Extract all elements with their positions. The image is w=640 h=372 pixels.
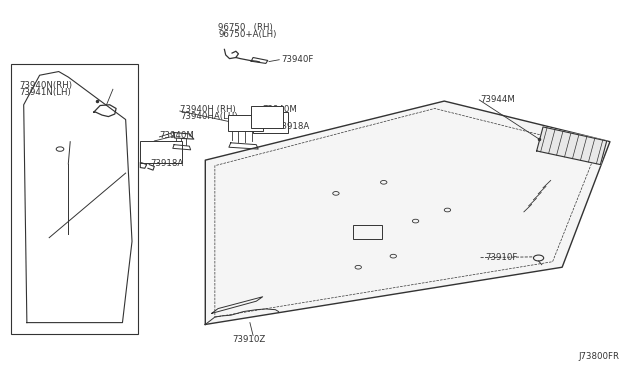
Text: 73940F: 73940F [282, 55, 314, 64]
Text: 73940H (RH): 73940H (RH) [180, 105, 236, 114]
Polygon shape [205, 101, 610, 324]
Text: 73940HA(LH): 73940HA(LH) [180, 112, 237, 121]
Bar [11, 64, 138, 334]
Text: 96750+A(LH): 96750+A(LH) [218, 30, 276, 39]
Text: 73918A: 73918A [150, 158, 183, 168]
Bar [228, 115, 262, 131]
Bar [140, 141, 182, 163]
Bar [251, 106, 283, 128]
Polygon shape [537, 127, 607, 164]
Text: 73940M: 73940M [159, 131, 195, 140]
Text: 73940N(RH): 73940N(RH) [19, 81, 72, 90]
Text: J73800FR: J73800FR [579, 352, 620, 361]
Text: 73910Z: 73910Z [233, 336, 266, 344]
Text: 73910F: 73910F [486, 253, 518, 262]
Text: 73941N(LH): 73941N(LH) [19, 89, 71, 97]
Text: 96750   (RH): 96750 (RH) [218, 23, 273, 32]
Text: 73918A: 73918A [276, 122, 310, 131]
Bar [353, 225, 382, 239]
Text: 73940M: 73940M [262, 105, 298, 114]
Bar [253, 112, 288, 133]
Text: 73944M: 73944M [481, 96, 515, 105]
